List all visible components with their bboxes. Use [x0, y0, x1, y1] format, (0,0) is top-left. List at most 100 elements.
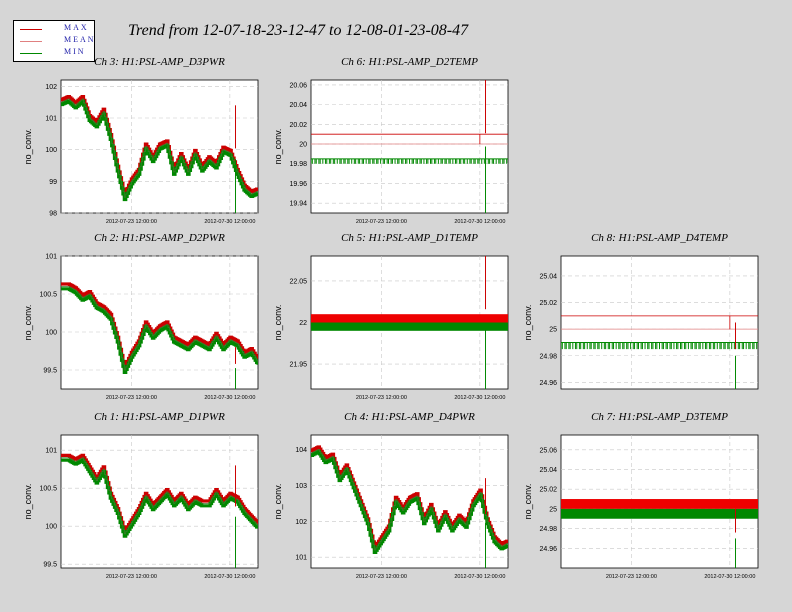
series-mean-line: [61, 286, 258, 371]
x-tick-label: 2012-07-30 12:00:00: [454, 574, 505, 580]
y-tick-label: 19.96: [289, 181, 307, 188]
x-tick-label: 2012-07-30 12:00:00: [704, 574, 755, 580]
chart-panel-1: 98 99 100 101 102 2012-07-23 12:00:00 2012-07-…: [23, 56, 259, 225]
x-tick-label: 2012-07-23 12:00:00: [356, 395, 407, 401]
x-tick-label: 2012-07-23 12:00:00: [356, 574, 407, 580]
chart-title: Ch 6: H1:PSL-AMP_D2TEMP: [341, 56, 478, 68]
plot-content: [61, 453, 258, 568]
y-tick-label: 101: [45, 254, 57, 261]
y-tick-label: 24.98: [539, 353, 557, 360]
y-tick-label: 19.94: [289, 201, 307, 208]
y-tick-label: 25.02: [539, 300, 557, 307]
chart-panel-7: 101 102 103 104 2012-07-23 12:00:00 2012-07-3…: [273, 411, 509, 580]
y-tick-label: 99.5: [43, 368, 57, 375]
y-tick-label: 22: [299, 320, 307, 327]
series-mean-line: [311, 448, 508, 551]
x-tick-label: 2012-07-30 12:00:00: [204, 574, 255, 580]
series-mean-line: [61, 457, 258, 535]
series-max-line: [61, 282, 258, 370]
chart-title: Ch 3: H1:PSL-AMP_D3PWR: [94, 56, 225, 68]
page-title: Trend from 12-07-18-23-12-47 to 12-08-01…: [128, 22, 469, 39]
series-max-band: [561, 499, 758, 509]
y-tick-label: 98: [49, 211, 57, 218]
series-max-line: [61, 95, 258, 197]
plot-content: [561, 315, 758, 389]
y-tick-label: 25.04: [539, 467, 557, 474]
y-axis-label: no_conv.: [273, 129, 283, 165]
chart-title: Ch 8: H1:PSL-AMP_D4TEMP: [591, 232, 728, 244]
legend-swatch-min: [20, 53, 42, 54]
y-axis-label: no_conv.: [23, 305, 33, 341]
legend: MAX MEAN MIN: [13, 20, 95, 62]
x-tick-label: 2012-07-23 12:00:00: [106, 219, 157, 225]
legend-item-min: MIN: [20, 47, 92, 59]
y-axis-label: no_conv.: [523, 305, 533, 341]
plot-content: [311, 80, 508, 213]
y-tick-label: 99: [49, 179, 57, 186]
chart-panel-2: 19.94 19.96 19.98 20 20.02 20.04 20.06 2012-07-…: [273, 56, 509, 225]
y-tick-label: 22.05: [289, 278, 307, 285]
x-tick-label: 2012-07-23 12:00:00: [606, 574, 657, 580]
chart-title: Ch 5: H1:PSL-AMP_D1TEMP: [341, 232, 478, 244]
y-axis-label: no_conv.: [23, 129, 33, 165]
y-tick-label: 24.96: [539, 380, 557, 387]
plot-content: [61, 95, 258, 213]
y-tick-label: 24.96: [539, 546, 557, 553]
x-tick-label: 2012-07-30 12:00:00: [454, 219, 505, 225]
legend-label-mean: MEAN: [64, 35, 96, 44]
plot-area: [310, 79, 509, 214]
legend-item-max: MAX: [20, 23, 92, 35]
y-axis-label: no_conv.: [23, 484, 33, 520]
legend-label-max: MAX: [64, 23, 89, 32]
y-tick-label: 102: [45, 84, 57, 91]
chart-panel-4: 21.95 22 22.05 2012-07-23 12:00:00 2012-07-3…: [273, 232, 509, 401]
y-tick-label: 21.95: [289, 362, 307, 369]
series-min-band: [561, 508, 758, 519]
y-tick-label: 20.02: [289, 122, 307, 129]
y-tick-label: 25.02: [539, 487, 557, 494]
y-tick-label: 100: [45, 147, 57, 154]
plot-content: [311, 445, 508, 568]
chart-panel-3: 99.5 100 100.5 101 2012-07-23 12:00:00 2012-0…: [23, 232, 259, 401]
series-min-line: [61, 287, 258, 374]
y-axis-label: no_conv.: [273, 484, 283, 520]
legend-item-mean: MEAN: [20, 35, 94, 47]
plot-content: [61, 282, 258, 389]
y-tick-label: 101: [45, 116, 57, 123]
y-tick-label: 20.04: [289, 102, 307, 109]
series-max-band: [311, 314, 508, 323]
y-tick-label: 103: [295, 483, 307, 490]
chart-title: Ch 2: H1:PSL-AMP_D2PWR: [94, 232, 225, 244]
chart-panel-6: 99.5 100 100.5 101 2012-07-23 12:00:00 2012-0…: [23, 411, 259, 580]
chart-title: Ch 1: H1:PSL-AMP_D1PWR: [94, 411, 225, 423]
y-tick-label: 100.5: [39, 292, 57, 299]
y-tick-label: 100: [45, 330, 57, 337]
x-tick-label: 2012-07-30 12:00:00: [204, 219, 255, 225]
y-tick-label: 20.06: [289, 82, 307, 89]
legend-label-min: MIN: [64, 47, 86, 56]
y-tick-label: 100.5: [39, 486, 57, 493]
x-tick-label: 2012-07-23 12:00:00: [106, 574, 157, 580]
legend-swatch-mean: [20, 41, 42, 42]
y-tick-label: 25: [549, 327, 557, 334]
y-tick-label: 101: [295, 555, 307, 562]
y-tick-label: 25.06: [539, 447, 557, 454]
y-axis-label: no_conv.: [523, 484, 533, 520]
series-min-band: [311, 322, 508, 331]
plot-area: [60, 255, 259, 390]
plot-area: [560, 255, 759, 390]
y-tick-label: 25: [549, 506, 557, 513]
x-tick-label: 2012-07-23 12:00:00: [356, 219, 407, 225]
chart-title: Ch 7: H1:PSL-AMP_D3TEMP: [591, 411, 728, 423]
legend-swatch-max: [20, 29, 42, 30]
y-tick-label: 24.98: [539, 526, 557, 533]
series-min-line: [61, 458, 258, 538]
y-tick-label: 101: [45, 448, 57, 455]
y-tick-label: 102: [295, 519, 307, 526]
plot-content: [311, 256, 508, 389]
y-tick-label: 99.5: [43, 562, 57, 569]
y-axis-label: no_conv.: [273, 305, 283, 341]
x-tick-label: 2012-07-23 12:00:00: [106, 395, 157, 401]
y-tick-label: 104: [295, 447, 307, 454]
